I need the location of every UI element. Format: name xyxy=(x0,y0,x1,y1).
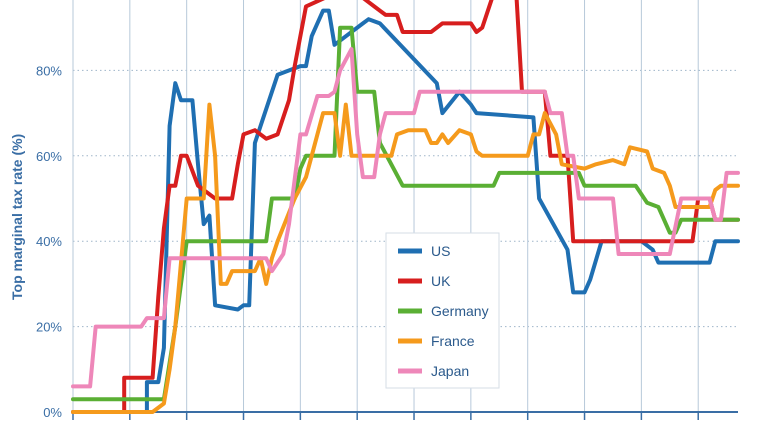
y-tick-labels: 0% 20% 40% 60% 80% xyxy=(36,63,62,420)
y-tick-label: 40% xyxy=(36,234,62,249)
legend-label-japan: Japan xyxy=(431,363,469,379)
legend-label-us: US xyxy=(431,243,450,259)
legend: US UK Germany France Japan xyxy=(385,232,500,389)
series-lines xyxy=(71,0,740,414)
y-tick-label: 20% xyxy=(36,320,62,335)
series-line-france xyxy=(71,102,740,414)
legend-label-uk: UK xyxy=(431,273,451,289)
y-tick-label: 0% xyxy=(43,405,62,420)
y-tick-label: 80% xyxy=(36,63,62,78)
legend-label-germany: Germany xyxy=(431,303,489,319)
y-tick-label: 60% xyxy=(36,149,62,164)
legend-label-france: France xyxy=(431,333,475,349)
series-line-us xyxy=(71,8,740,414)
x-tick-marks xyxy=(72,412,699,420)
y-axis-title: Top marginal tax rate (%) xyxy=(9,134,25,300)
series-line-uk xyxy=(71,0,740,414)
series-line-japan xyxy=(71,47,740,389)
